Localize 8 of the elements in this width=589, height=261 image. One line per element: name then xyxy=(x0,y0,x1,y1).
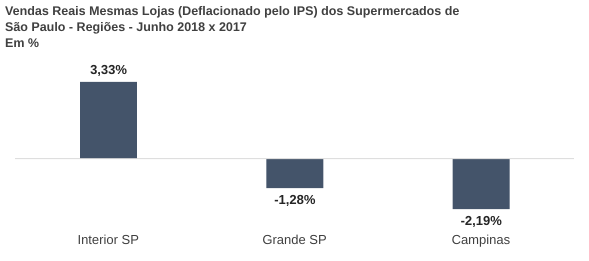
data-label: 3,33% xyxy=(90,62,128,77)
chart-subtitle: Em % xyxy=(5,35,40,51)
x-tick-label: Campinas xyxy=(452,232,511,248)
x-tick-label: Interior SP xyxy=(77,232,139,248)
chart-title: Vendas Reais Mesmas Lojas (Deflacionado pelo IPS) dos Supermercados de São Paulo - Regiões - Junho 2018 x 2017 xyxy=(5,3,460,35)
x-tick-label: Grande SP xyxy=(262,232,327,248)
data-label: -2,19% xyxy=(460,213,502,228)
data-label: -1,28% xyxy=(274,192,316,208)
